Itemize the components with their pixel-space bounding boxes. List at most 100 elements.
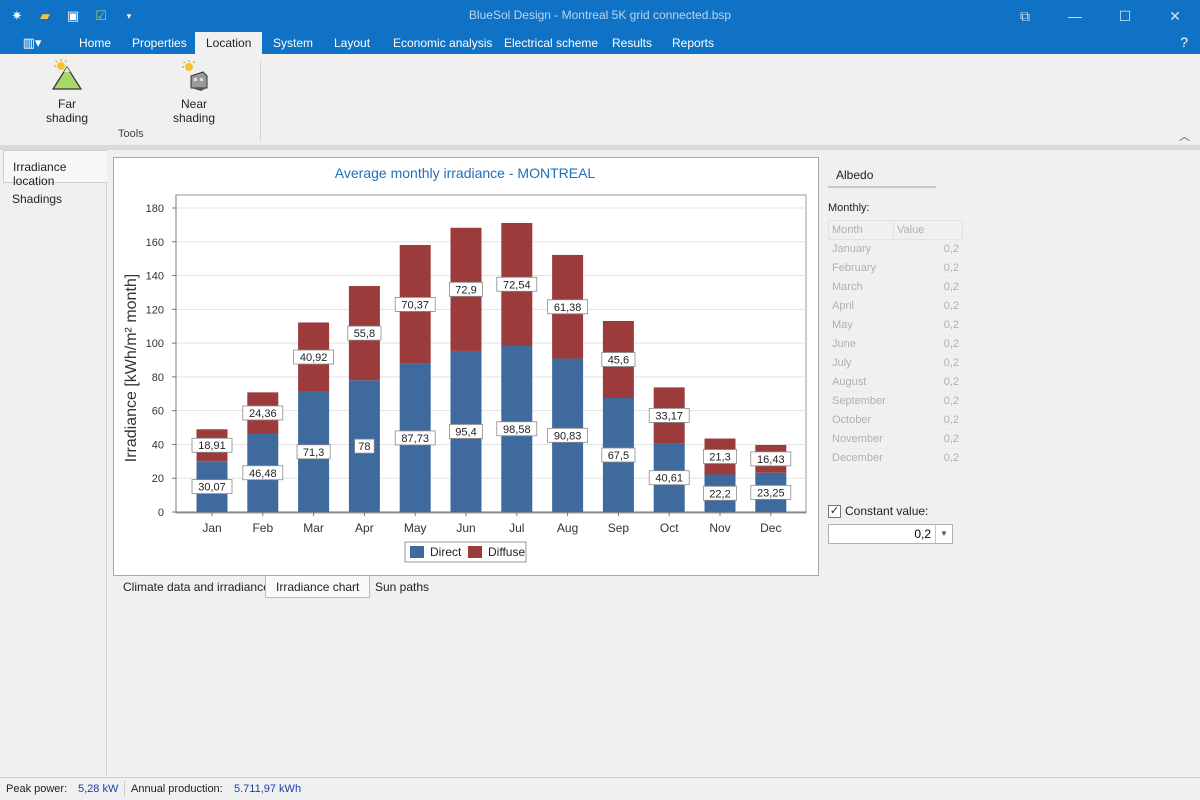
constant-value-input[interactable] (829, 525, 933, 543)
y-tick-label: 60 (152, 406, 164, 418)
ribbon-group-separator (260, 60, 261, 142)
far-shading-button[interactable]: Far shading (36, 58, 98, 125)
nav-irradiance-location[interactable]: Irradiance location (3, 150, 107, 188)
data-label-box (601, 352, 636, 367)
tab-home[interactable]: Home (79, 36, 112, 50)
chevron-down-icon[interactable]: ▼ (935, 525, 952, 543)
value-cell: 0,2 (893, 296, 963, 316)
tab-system[interactable]: System (273, 36, 314, 50)
value-cell: 0,2 (893, 334, 963, 354)
data-label-box (648, 408, 690, 423)
legend-box (404, 541, 527, 563)
app-menu-button[interactable]: ▥▾ (22, 35, 42, 50)
y-axis-label: Irradiance [kWh/m² month] (123, 274, 140, 463)
tab-irradiance-chart[interactable]: Irradiance chart (265, 576, 371, 598)
value-cell: 0,2 (893, 429, 963, 449)
data-label: 22,2 (709, 488, 730, 500)
tab-climate-data[interactable]: Climate data and irradiance (123, 580, 270, 594)
data-label: 33,17 (655, 410, 683, 422)
save-icon[interactable]: ▣ (66, 8, 80, 23)
legend-diffuse-swatch (468, 546, 482, 558)
x-axis: Jan Feb Mar Apr May Jun Jul Aug Sep Oct Nov Dec (176, 511, 806, 535)
status-separator (124, 781, 125, 797)
window-title: BlueSol Design - Montreal 5K grid connec… (468, 8, 732, 22)
tab-properties[interactable]: Properties (132, 36, 187, 50)
value-cell: 0,2 (893, 315, 963, 335)
irradiance-chart-panel: Average monthly irradiance - MONTREAL 0 2… (113, 157, 819, 576)
column-value: Value (893, 220, 963, 240)
column-month: Month (828, 220, 894, 240)
table-row: August 0,2 (828, 372, 963, 392)
qat-dropdown-icon[interactable]: ▾ (126, 10, 132, 21)
x-tick-label: Jul (509, 521, 524, 535)
data-label: 55,8 (354, 328, 375, 340)
annual-production-label: Annual production: (131, 783, 223, 795)
x-tick-label: May (404, 521, 427, 535)
empty-cell (893, 467, 963, 490)
y-axis: 0 20 40 60 80 100 120 140 160 180 (146, 195, 177, 519)
x-tick-label: Apr (355, 521, 374, 535)
tab-layout[interactable]: Layout (334, 36, 371, 50)
value-cell: 0,2 (893, 410, 963, 430)
collapse-ribbon-icon[interactable]: ︿ (1179, 131, 1190, 143)
constant-value-label: Constant value: (845, 504, 929, 518)
data-label: 72,54 (503, 279, 531, 291)
maximize-icon[interactable]: ☐ (1118, 7, 1132, 24)
building-sun-icon (182, 60, 208, 91)
value-cell: 0,2 (893, 353, 963, 373)
y-tick-label: 160 (146, 237, 164, 249)
restore-icon[interactable]: ⧉ (1020, 7, 1030, 24)
monthly-label: Monthly: (828, 202, 870, 214)
constant-value-spinner: ▼ (828, 524, 953, 544)
month-cell: June (828, 334, 894, 354)
data-label-box (547, 299, 589, 315)
annual-production-value: 5.711,97 kWh (234, 783, 302, 795)
tab-results[interactable]: Results (612, 36, 653, 50)
ribbon-divider (0, 146, 1200, 150)
data-label-box (293, 349, 335, 365)
data-label: 21,3 (709, 452, 730, 464)
data-label-box (296, 444, 331, 460)
far-shading-label: Far shading (45, 97, 89, 125)
data-label: 87,73 (401, 433, 429, 445)
nav-shadings[interactable]: Shadings (12, 192, 63, 206)
y-tick-label: 20 (152, 473, 164, 485)
legend-direct-label: Direct (430, 545, 462, 559)
albedo-title: Albedo (828, 162, 936, 188)
open-folder-icon[interactable]: ▰ (40, 8, 50, 23)
albedo-panel: Albedo Monthly: Month Value January 0,2 F… (828, 162, 968, 544)
x-tick-label: Oct (660, 521, 679, 535)
month-cell: September (828, 391, 894, 411)
checklist-icon[interactable]: ☑ (95, 8, 107, 23)
status-bar: Peak power: 5,28 kW Annual production: 5… (0, 777, 1200, 800)
month-cell: January (828, 239, 894, 259)
data-label-box (191, 479, 233, 495)
help-icon[interactable]: ? (1180, 34, 1188, 50)
data-label-box (394, 430, 436, 446)
chart-legend: Direct Diffuse (404, 541, 527, 563)
tab-location[interactable]: Location (195, 32, 263, 54)
data-label-box (354, 438, 375, 454)
month-cell: November (828, 429, 894, 449)
constant-value-row: ✓ Constant value: (828, 504, 968, 518)
albedo-table-header: Month Value (828, 220, 963, 240)
tab-economic-analysis[interactable]: Economic analysis (393, 36, 493, 50)
table-row: January 0,2 (828, 239, 963, 259)
tab-electrical-scheme[interactable]: Electrical scheme (504, 36, 599, 50)
tab-reports[interactable]: Reports (672, 36, 715, 50)
near-shading-button[interactable]: Near shading (160, 58, 228, 125)
x-tick-label: Aug (557, 521, 578, 535)
data-label-box (347, 325, 382, 341)
data-label: 30,07 (198, 482, 226, 494)
app-icon[interactable]: ✷ (11, 8, 23, 23)
data-label: 78 (358, 441, 370, 453)
constant-value-checkbox[interactable]: ✓ (828, 504, 841, 518)
close-icon[interactable]: ✕ (1169, 7, 1181, 24)
data-label-box (703, 485, 738, 501)
data-label: 70,37 (401, 299, 429, 311)
legend-diffuse-label: Diffuse (488, 545, 525, 559)
tab-sun-paths[interactable]: Sun paths (375, 580, 430, 594)
y-tick-label: 0 (158, 507, 164, 519)
minimize-icon[interactable]: — (1068, 8, 1082, 24)
y-tick-label: 100 (146, 338, 164, 350)
